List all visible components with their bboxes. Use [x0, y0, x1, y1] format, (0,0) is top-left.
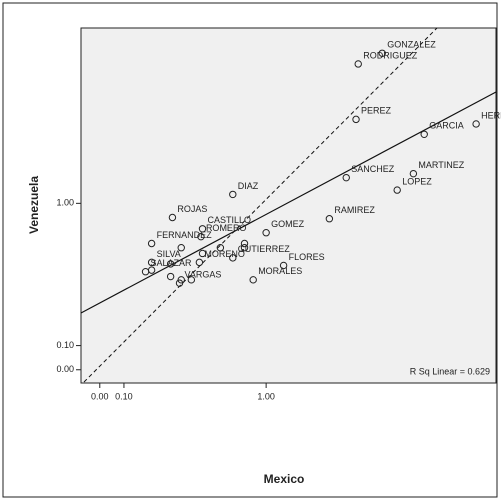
point — [378, 49, 386, 57]
point — [409, 169, 418, 178]
point — [168, 213, 177, 222]
point-label: MORALES — [258, 266, 302, 276]
point — [240, 239, 249, 248]
point — [198, 249, 207, 258]
point — [147, 239, 156, 248]
point — [147, 266, 156, 274]
point-label: DIAZ — [238, 181, 259, 191]
point-label: LOPEZ — [402, 176, 432, 186]
x-tick-label: 0.00 — [91, 391, 109, 401]
point — [472, 120, 480, 128]
point-label: MORENO — [204, 249, 245, 259]
point-label: FLORES — [289, 252, 325, 262]
point — [420, 130, 428, 138]
x-tick-label: 1.00 — [257, 391, 275, 401]
point — [187, 276, 196, 284]
point-label: GONZALEZ — [387, 40, 436, 50]
point — [147, 258, 156, 267]
point-label: SANCHEZ — [351, 164, 395, 174]
point-label: MARTINEZ — [418, 160, 464, 170]
point — [262, 229, 270, 237]
point — [216, 244, 225, 252]
point-label: SALAZAR — [151, 258, 193, 268]
point — [240, 244, 249, 252]
point — [249, 276, 257, 284]
point-label: RAMIREZ — [334, 205, 375, 215]
point — [197, 232, 205, 241]
point-label: ROJAS — [177, 204, 207, 214]
y-axis-label: Venezuela — [27, 176, 41, 234]
x-tick-label: 0.10 — [115, 391, 133, 401]
y-tick-label: 1.00 — [56, 198, 74, 208]
point-label: GUTIERREZ — [238, 244, 291, 254]
point-label: GARCIA — [429, 121, 464, 131]
point — [279, 261, 288, 270]
point-label: ROMERO — [206, 223, 247, 233]
point — [354, 60, 362, 68]
plot-area — [80, 27, 497, 384]
point — [177, 244, 185, 252]
point-label: RODRIGUEZ — [363, 50, 418, 60]
point-label: SILVA — [157, 249, 181, 259]
point-label: PEREZ — [361, 106, 392, 116]
point — [166, 260, 175, 268]
point — [166, 272, 175, 281]
point-label: GOMEZ — [271, 219, 305, 229]
point — [175, 279, 184, 287]
point — [229, 254, 237, 262]
point — [198, 225, 207, 233]
point — [352, 115, 360, 124]
point — [393, 186, 401, 194]
point-label: FERNANDEZ — [157, 230, 213, 240]
point — [195, 258, 204, 267]
point-label: VARGAS — [185, 270, 222, 280]
annotation: R Sq Linear = 0.629 — [410, 366, 490, 376]
y-tick-label: 0.00 — [56, 364, 74, 374]
point-label: HERNANDEZ — [481, 110, 501, 120]
fit-line — [80, 91, 497, 314]
point — [342, 173, 350, 182]
y-tick-label: 0.10 — [56, 340, 74, 350]
point — [229, 190, 237, 199]
point-label: CASTILLO — [208, 215, 252, 225]
reference-line — [83, 27, 438, 383]
point — [325, 215, 334, 223]
x-axis-label: Mexico — [264, 472, 305, 486]
